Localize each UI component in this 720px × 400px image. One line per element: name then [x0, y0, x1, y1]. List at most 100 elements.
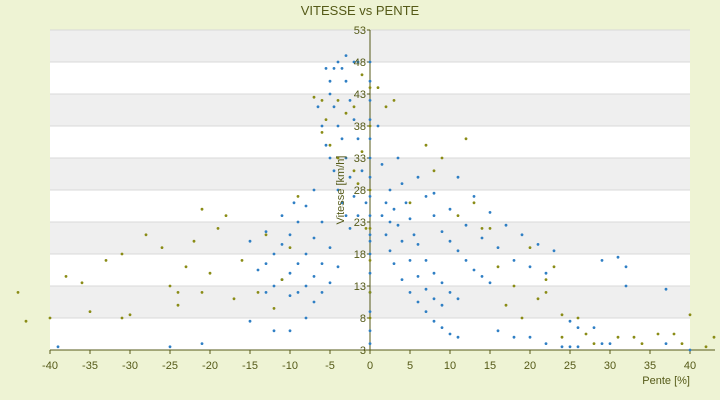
- data-point: [368, 79, 372, 83]
- data-point: [520, 233, 524, 237]
- data-point: [312, 275, 316, 278]
- data-point: [368, 99, 372, 102]
- data-point: [256, 268, 260, 272]
- data-point: [280, 214, 284, 218]
- tick-labels: -40 -35 -30 -25 -20 -15 -10 -5 0 5 10 15 20 25 30 35 40 3…: [42, 25, 696, 372]
- data-point: [504, 223, 508, 227]
- data-point: [456, 175, 460, 179]
- data-point: [472, 195, 476, 198]
- data-point: [600, 342, 604, 345]
- data-point: [408, 201, 412, 205]
- data-point: [528, 265, 532, 269]
- data-point: [328, 79, 332, 83]
- x-tick-label: -40: [42, 360, 58, 372]
- data-point: [392, 207, 396, 211]
- data-point: [344, 156, 348, 160]
- data-point: [440, 326, 444, 329]
- data-point: [324, 118, 328, 121]
- data-point: [280, 278, 284, 281]
- data-point: [232, 297, 236, 301]
- data-point: [424, 310, 428, 313]
- data-point: [320, 131, 324, 134]
- data-point: [560, 345, 564, 349]
- data-point: [528, 246, 532, 250]
- data-point: [488, 211, 492, 214]
- data-point: [328, 92, 332, 96]
- data-point: [432, 319, 436, 323]
- data-point: [332, 105, 336, 109]
- data-point: [664, 287, 668, 291]
- data-point: [296, 262, 300, 265]
- x-tick-label: 30: [604, 360, 616, 372]
- data-point: [352, 60, 356, 64]
- data-point: [368, 342, 372, 345]
- data-point: [120, 252, 124, 256]
- data-point: [576, 316, 580, 320]
- data-point: [456, 214, 460, 218]
- data-point: [312, 236, 316, 240]
- data-point: [348, 227, 352, 230]
- data-point: [324, 143, 328, 147]
- data-point: [424, 259, 428, 262]
- data-point: [24, 319, 28, 323]
- data-point: [616, 335, 620, 339]
- data-point: [224, 214, 228, 218]
- data-point: [388, 220, 392, 224]
- y-tick-label: 38: [354, 121, 366, 133]
- data-point: [400, 239, 404, 243]
- y-tick-label: 43: [354, 89, 366, 101]
- data-point: [288, 233, 292, 237]
- data-point: [340, 201, 344, 205]
- data-point: [320, 291, 324, 294]
- data-point: [704, 345, 708, 349]
- data-point: [544, 342, 548, 345]
- data-point: [380, 214, 384, 218]
- y-tick-label: 23: [354, 217, 366, 229]
- y-tick-label: 48: [354, 57, 366, 69]
- x-tick-label: 5: [407, 360, 413, 372]
- data-point: [680, 342, 684, 345]
- data-point: [352, 105, 356, 109]
- data-point: [376, 124, 380, 128]
- data-point: [412, 233, 416, 237]
- data-point: [388, 249, 392, 253]
- data-point: [544, 271, 548, 275]
- data-point: [368, 137, 372, 141]
- data-point: [320, 99, 324, 102]
- data-point: [416, 243, 420, 246]
- data-point: [328, 281, 332, 285]
- data-point: [464, 137, 468, 141]
- data-point: [368, 195, 372, 198]
- data-point: [424, 143, 428, 147]
- x-tick-label: -25: [162, 360, 178, 372]
- data-point: [352, 118, 356, 121]
- data-point: [336, 124, 340, 128]
- data-point: [384, 105, 388, 109]
- data-point: [248, 319, 252, 323]
- data-point: [432, 169, 436, 173]
- data-point: [256, 291, 260, 294]
- data-point: [336, 60, 340, 64]
- data-point: [368, 291, 372, 294]
- x-tick-label: 40: [684, 360, 696, 372]
- data-point: [432, 297, 436, 301]
- data-point: [364, 201, 368, 205]
- data-point: [584, 332, 588, 336]
- y-tick-label: 13: [354, 281, 366, 293]
- x-tick-label: -15: [242, 360, 258, 372]
- data-point: [504, 303, 508, 307]
- data-point: [48, 316, 52, 320]
- x-tick-label: -35: [82, 360, 98, 372]
- data-point: [360, 150, 364, 154]
- data-point: [432, 191, 436, 195]
- data-point: [144, 233, 148, 237]
- data-point: [544, 291, 548, 294]
- data-point: [368, 86, 372, 89]
- data-point: [272, 284, 276, 288]
- data-point: [320, 124, 324, 128]
- data-point: [396, 223, 400, 227]
- data-point: [264, 230, 268, 234]
- x-tick-label: -20: [202, 360, 218, 372]
- data-point: [448, 332, 452, 336]
- data-point: [488, 227, 492, 230]
